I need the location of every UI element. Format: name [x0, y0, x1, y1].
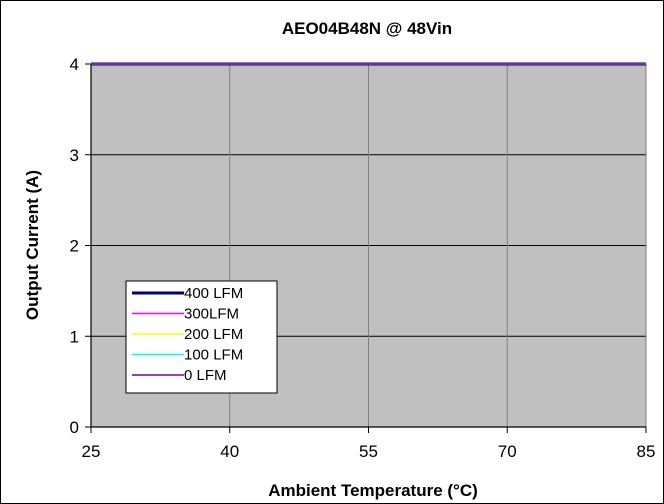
legend-entry: 200 LFM — [184, 326, 243, 343]
y-axis-label: Output Current (A) — [23, 170, 42, 320]
y-tick-label: 0 — [70, 418, 79, 437]
legend-entry: 0 LFM — [184, 367, 227, 384]
y-tick-label: 4 — [70, 55, 79, 74]
legend-entry: 400 LFM — [184, 285, 243, 302]
y-tick-label: 1 — [70, 327, 79, 346]
chart-title: AEO04B48N @ 48Vin — [282, 19, 452, 38]
y-tick-label: 3 — [70, 146, 79, 165]
y-tick-label: 2 — [70, 237, 79, 256]
x-tick-label: 70 — [498, 442, 517, 461]
axes: 0 1 2 3 4 25 40 55 70 85 — [70, 55, 656, 461]
legend-entry: 300LFM — [184, 306, 239, 323]
x-tick-label: 85 — [637, 442, 656, 461]
legend: 400 LFM 300LFM 200 LFM 100 LFM 0 LFM — [125, 280, 278, 394]
x-axis-label: Ambient Temperature (°C) — [268, 481, 478, 500]
x-tick-label: 40 — [220, 442, 239, 461]
legend-entry: 100 LFM — [184, 347, 243, 364]
x-tick-label: 25 — [82, 442, 101, 461]
x-tick-label: 55 — [359, 442, 378, 461]
